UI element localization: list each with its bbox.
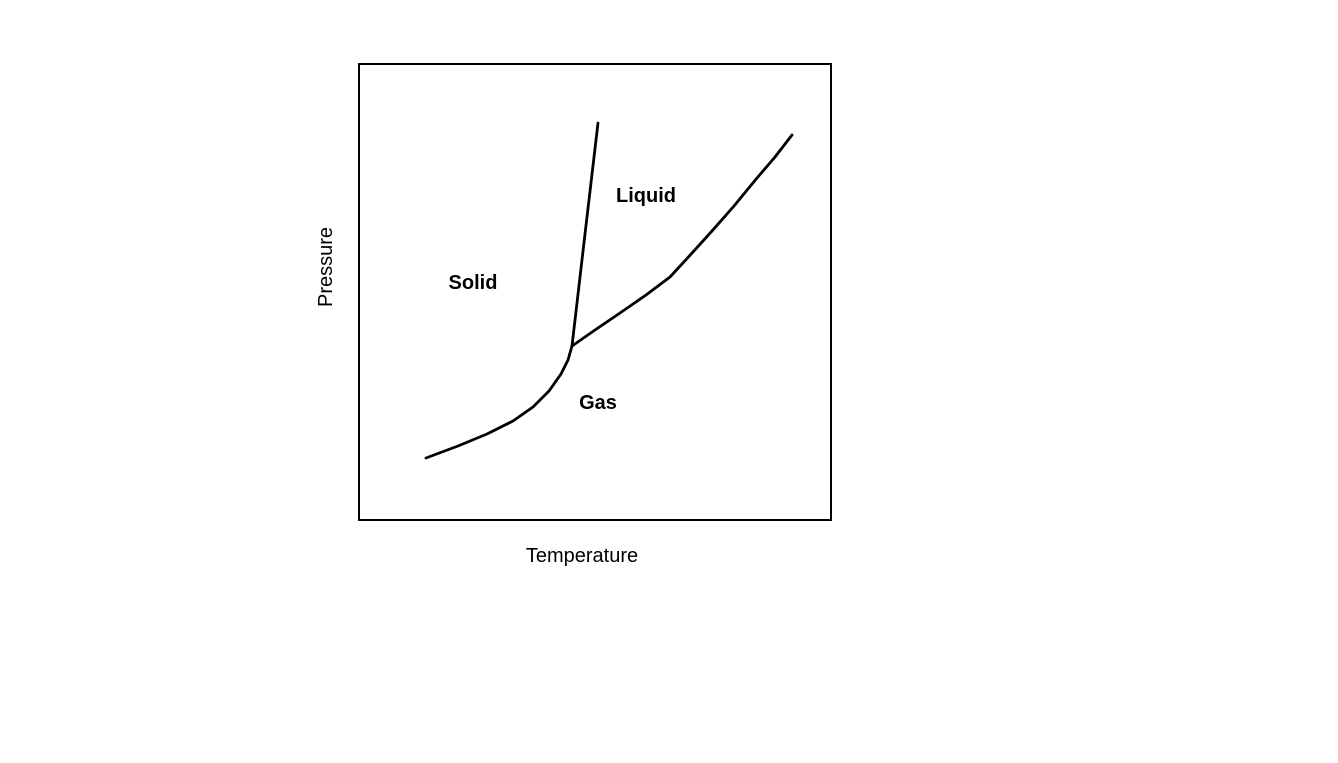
sublimation-curve-solid-gas: [424, 344, 574, 460]
x-axis-label: Temperature: [525, 545, 639, 567]
gas-region-label: Gas: [579, 392, 617, 414]
solid-region-label: Solid: [448, 272, 498, 294]
vaporization-curve-liquid-gas: [570, 133, 794, 348]
liquid-region-label: Liquid: [616, 185, 676, 207]
y-axis-label: Pressure: [315, 226, 337, 308]
fusion-line-solid-liquid: [570, 121, 600, 348]
plot-box-border: [358, 63, 832, 521]
